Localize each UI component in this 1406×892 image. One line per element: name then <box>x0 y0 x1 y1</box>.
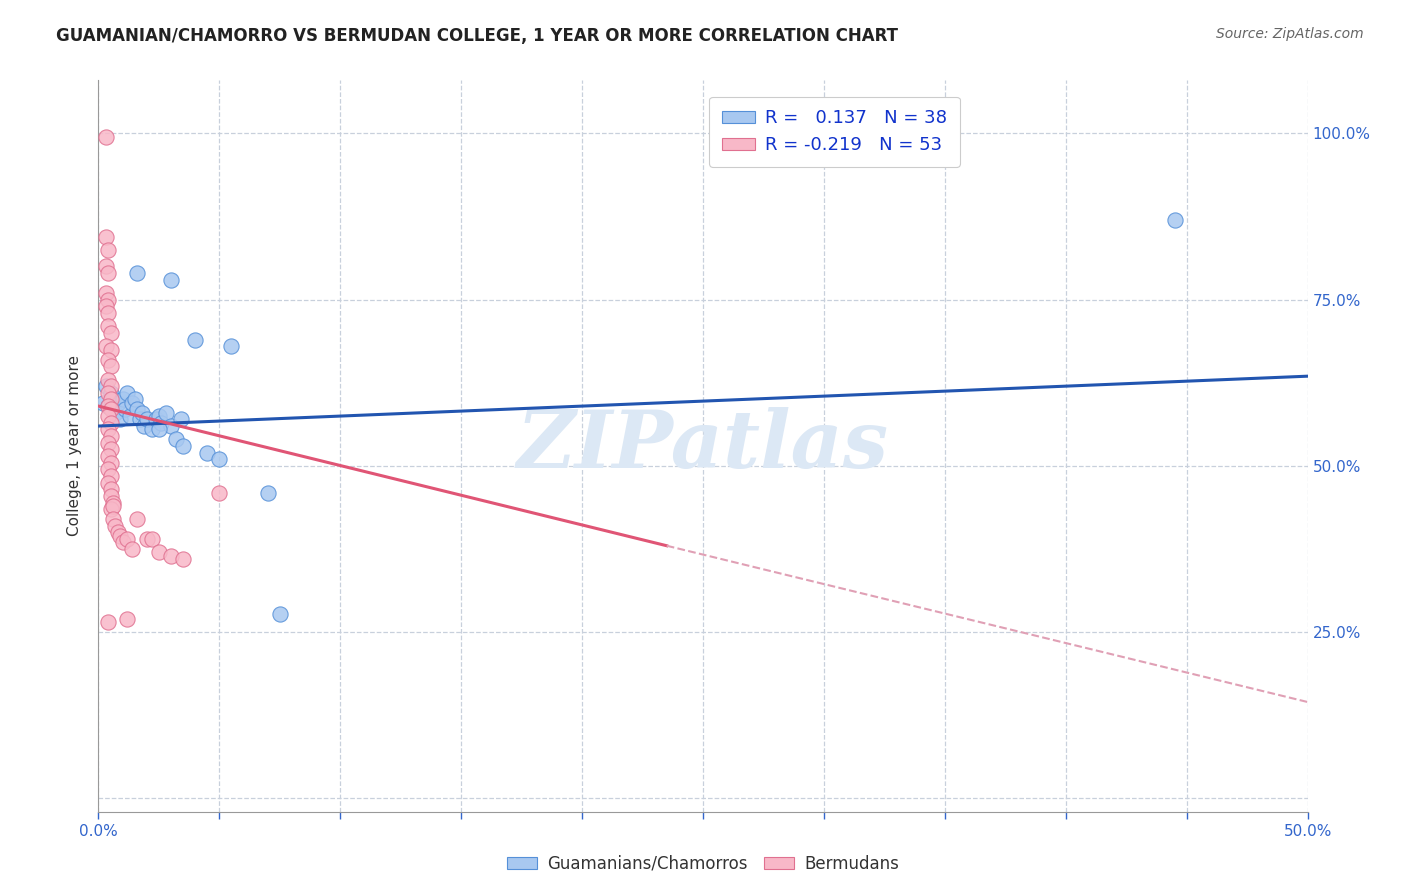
Point <box>131 406 153 420</box>
Point <box>100 456 122 470</box>
Point <box>107 396 129 410</box>
Point <box>108 412 131 426</box>
Point <box>148 545 170 559</box>
Point <box>172 552 194 566</box>
Point <box>94 299 117 313</box>
Point <box>195 445 218 459</box>
Y-axis label: College, 1 year or more: College, 1 year or more <box>67 356 83 536</box>
Point <box>97 435 120 450</box>
Point <box>150 416 173 430</box>
Point <box>94 379 117 393</box>
Point <box>111 535 134 549</box>
Point <box>208 452 231 467</box>
Point <box>97 409 120 423</box>
Point <box>100 379 122 393</box>
Point <box>97 449 120 463</box>
Point <box>141 532 163 546</box>
Point <box>169 412 191 426</box>
Point <box>100 442 122 457</box>
Point <box>100 326 122 340</box>
Point <box>97 243 120 257</box>
Point <box>97 306 120 320</box>
Point <box>1163 213 1185 227</box>
Point <box>100 469 122 483</box>
Point <box>101 392 124 407</box>
Point <box>97 422 120 436</box>
Point <box>97 615 120 630</box>
Point <box>145 412 167 426</box>
Point <box>97 462 120 476</box>
Point <box>121 542 143 557</box>
Point <box>97 266 120 280</box>
Legend: R =   0.137   N = 38, R = -0.219   N = 53: R = 0.137 N = 38, R = -0.219 N = 53 <box>710 96 960 167</box>
Point <box>101 499 124 513</box>
Point <box>124 392 146 407</box>
Point <box>100 392 122 407</box>
Point <box>160 419 183 434</box>
Point <box>118 409 141 423</box>
Point <box>97 385 120 400</box>
Point <box>94 229 117 244</box>
Point <box>97 475 120 490</box>
Point <box>208 485 231 500</box>
Point <box>97 319 120 334</box>
Point <box>97 399 120 413</box>
Point <box>117 612 139 626</box>
Text: GUAMANIAN/CHAMORRO VS BERMUDAN COLLEGE, 1 YEAR OR MORE CORRELATION CHART: GUAMANIAN/CHAMORRO VS BERMUDAN COLLEGE, … <box>56 27 898 45</box>
Point <box>148 422 170 436</box>
Point <box>104 518 127 533</box>
Point <box>107 525 129 540</box>
Point <box>155 406 177 420</box>
Point <box>100 402 122 417</box>
Point <box>97 399 120 413</box>
Point <box>94 260 117 274</box>
Point <box>100 482 122 496</box>
Point <box>184 333 207 347</box>
Point <box>100 385 122 400</box>
Point <box>160 549 183 563</box>
Point <box>97 293 120 307</box>
Point <box>127 402 149 417</box>
Point <box>160 273 183 287</box>
Text: ZIPatlas: ZIPatlas <box>517 408 889 484</box>
Point <box>165 433 187 447</box>
Point <box>117 532 139 546</box>
Point <box>94 339 117 353</box>
Point <box>141 422 163 436</box>
Point <box>128 412 150 426</box>
Point <box>100 489 122 503</box>
Point <box>172 439 194 453</box>
Point <box>101 495 124 509</box>
Point <box>127 266 149 280</box>
Point <box>111 392 134 407</box>
Legend: Guamanians/Chamorros, Bermudans: Guamanians/Chamorros, Bermudans <box>501 848 905 880</box>
Point <box>94 129 117 144</box>
Point <box>100 416 122 430</box>
Point <box>91 396 114 410</box>
Point <box>97 372 120 386</box>
Point <box>108 529 131 543</box>
Point <box>127 512 149 526</box>
Point <box>100 502 122 516</box>
Point <box>256 485 278 500</box>
Point <box>94 286 117 301</box>
Point <box>121 396 143 410</box>
Point <box>221 339 243 353</box>
Point <box>114 402 136 417</box>
Point <box>97 352 120 367</box>
Point <box>135 412 157 426</box>
Point <box>117 385 139 400</box>
Point <box>135 532 157 546</box>
Point <box>269 607 291 621</box>
Point <box>100 429 122 443</box>
Point <box>104 406 127 420</box>
Point <box>100 359 122 374</box>
Point <box>148 409 170 423</box>
Point <box>100 343 122 357</box>
Point <box>134 419 156 434</box>
Point <box>101 512 124 526</box>
Text: Source: ZipAtlas.com: Source: ZipAtlas.com <box>1216 27 1364 41</box>
